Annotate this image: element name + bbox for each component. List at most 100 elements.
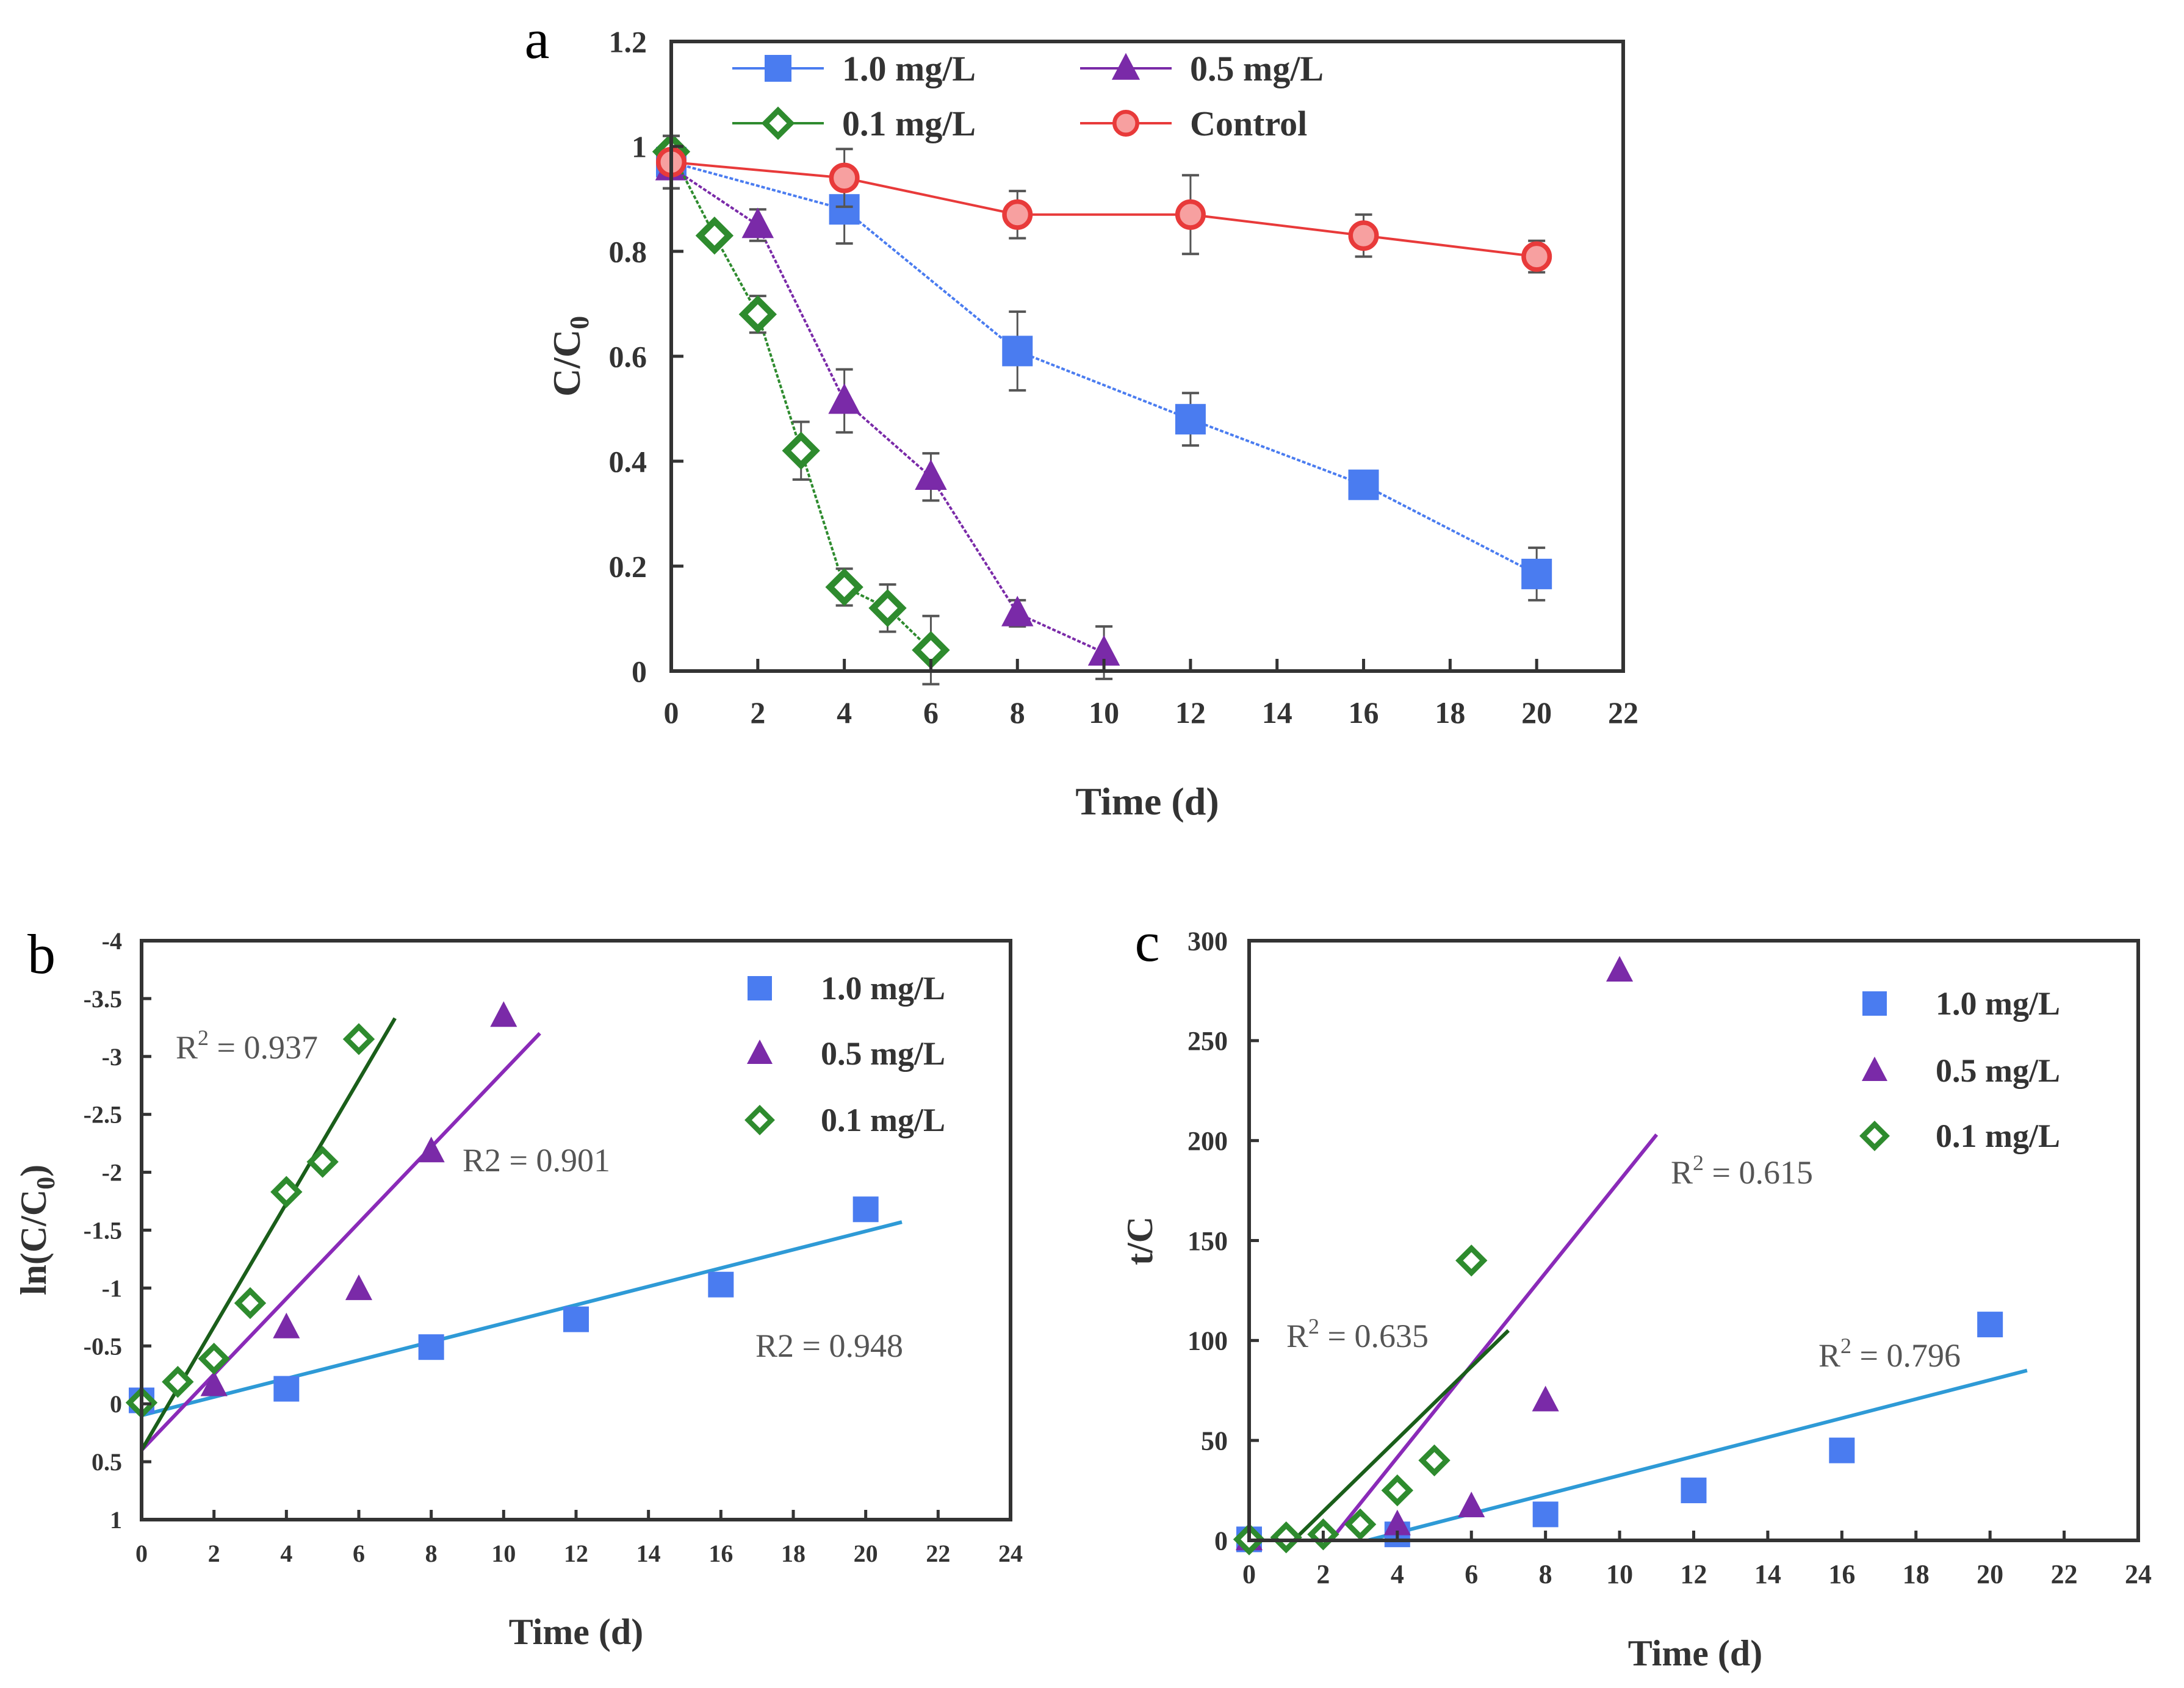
x-tick-label: 18 bbox=[781, 1540, 805, 1567]
data-point bbox=[1344, 1508, 1377, 1540]
panel-b-plot bbox=[125, 1001, 903, 1452]
series-0-1-mg-l bbox=[125, 1023, 375, 1419]
data-point bbox=[852, 1196, 879, 1223]
x-tick-label: 16 bbox=[1828, 1559, 1855, 1589]
legend-marker bbox=[765, 55, 791, 82]
data-point bbox=[1532, 1501, 1559, 1528]
y-tick-label: 0 bbox=[110, 1390, 122, 1418]
legend-marker bbox=[1862, 1057, 1887, 1081]
r-squared-annotation: R2 = 0.901 bbox=[463, 1142, 610, 1179]
x-tick-label: 6 bbox=[353, 1540, 365, 1567]
data-point bbox=[825, 568, 863, 606]
fit-line-0-5-mg-l bbox=[140, 1032, 541, 1452]
x-tick-label: 8 bbox=[1010, 695, 1025, 730]
series-control bbox=[656, 134, 1552, 274]
legend-label: Control bbox=[1190, 104, 1307, 143]
y-tick-label: 0 bbox=[1214, 1526, 1228, 1556]
data-point bbox=[1348, 469, 1379, 500]
data-point bbox=[1829, 1437, 1855, 1464]
x-tick-label: 8 bbox=[1539, 1559, 1552, 1589]
panel-label-c: c bbox=[1135, 911, 1160, 973]
y-tick-label: 0.2 bbox=[609, 550, 647, 584]
y-ticks-a: 0 0.2 0.4 0.6 0.8 1 1.2 bbox=[609, 25, 683, 689]
x-tick-label: 24 bbox=[998, 1540, 1023, 1567]
r-squared-annotation: R2 = 0.948 bbox=[755, 1327, 903, 1364]
data-point bbox=[273, 1376, 300, 1402]
x-ticks-a: 0 2 4 6 8 10 12 14 16 18 20 22 bbox=[664, 659, 1638, 730]
y-tick-label: 150 bbox=[1188, 1226, 1228, 1256]
legend-item-0-1-mg-l: 0.1 mg/L bbox=[1859, 1118, 2060, 1154]
y-axis-label-b-base: ln(C/C bbox=[13, 1190, 54, 1295]
y-tick-label: 50 bbox=[1201, 1426, 1228, 1456]
series-0-5-mg-l bbox=[200, 1001, 517, 1396]
x-ticks-b: 0 2 4 6 8 10 12 14 16 18 20 22 24 bbox=[135, 1510, 1023, 1567]
x-tick-label: 4 bbox=[1391, 1559, 1404, 1589]
series-line bbox=[670, 166, 1105, 654]
legend-label: 1.0 mg/L bbox=[821, 970, 945, 1007]
y-tick-label: -2.5 bbox=[84, 1101, 122, 1129]
y-tick-label: 1.2 bbox=[609, 25, 647, 59]
legend-marker bbox=[1111, 52, 1141, 80]
y-axis-label-a: C/C0 bbox=[545, 316, 594, 397]
series-0-1-mg-l bbox=[652, 132, 950, 686]
x-tick-label: 10 bbox=[491, 1540, 516, 1567]
annotation-value: = 0.901 bbox=[501, 1142, 610, 1179]
legend-marker bbox=[761, 106, 795, 140]
x-tick-label: 4 bbox=[837, 695, 852, 730]
y-axis-label-a-base: C/C bbox=[545, 329, 588, 397]
data-point bbox=[1418, 1444, 1451, 1477]
data-point bbox=[345, 1274, 373, 1301]
x-tick-label: 0 bbox=[135, 1540, 148, 1567]
legend-b: 1.0 mg/L 0.5 mg/L 0.1 mg/L bbox=[744, 970, 945, 1138]
x-ticks-c: 0 2 4 6 8 10 12 14 16 18 20 22 24 bbox=[1242, 1531, 2152, 1589]
plot-frame-c bbox=[1247, 939, 2140, 1542]
panel-a: a 0 2 4 6 8 10 12 14 16 18 20 22 00.20.40.60.811.2 … bbox=[525, 8, 1638, 823]
annotation-base: R bbox=[1671, 1154, 1693, 1191]
y-tick-label: -3 bbox=[102, 1043, 122, 1071]
data-point bbox=[868, 589, 907, 627]
y-axis-label-b: ln(C/C0) bbox=[13, 1165, 60, 1295]
data-point bbox=[342, 1023, 375, 1055]
series-line bbox=[671, 160, 1538, 575]
annotation-value: = 0.635 bbox=[1319, 1318, 1429, 1354]
data-point bbox=[1977, 1312, 2003, 1338]
annotation-sup: 2 bbox=[1840, 1334, 1851, 1358]
x-tick-label: 14 bbox=[1262, 695, 1292, 730]
legend-label: 1.0 mg/L bbox=[842, 49, 976, 88]
data-point bbox=[200, 1370, 228, 1396]
legend-marker bbox=[1859, 1121, 1890, 1151]
x-tick-label: 16 bbox=[1349, 695, 1379, 730]
y-tick-label: -1 bbox=[102, 1274, 122, 1302]
y-tick-label: 0.6 bbox=[609, 340, 647, 374]
panel-c-plot bbox=[1233, 956, 2028, 1556]
x-tick-label: 2 bbox=[208, 1540, 220, 1567]
data-point bbox=[270, 1176, 303, 1209]
y-ticks-c: 0 50 100 150 200 250 300 bbox=[1188, 926, 1259, 1556]
plot-frame-a bbox=[669, 40, 1625, 673]
data-point bbox=[162, 1365, 194, 1398]
r-squared-annotation: R2 = 0.937 bbox=[176, 1025, 318, 1066]
annotation-base: R2 bbox=[463, 1142, 501, 1179]
data-point bbox=[1087, 635, 1120, 666]
x-tick-label: 0 bbox=[1242, 1559, 1256, 1589]
x-tick-label: 12 bbox=[564, 1540, 588, 1567]
legend-label: 0.5 mg/L bbox=[1190, 49, 1324, 88]
data-point bbox=[782, 431, 820, 470]
legend-item-1-0-mg-l: 1.0 mg/L bbox=[748, 970, 945, 1007]
legend-a: 1.0 mg/L 0.5 mg/L 0.1 mg/L Control bbox=[732, 49, 1324, 143]
data-point bbox=[741, 207, 774, 239]
legend-marker bbox=[1112, 110, 1140, 137]
x-tick-label: 12 bbox=[1681, 1559, 1707, 1589]
data-point bbox=[828, 383, 860, 414]
x-tick-label: 10 bbox=[1089, 695, 1119, 730]
y-tick-label: 0 bbox=[632, 655, 647, 689]
y-tick-label: 200 bbox=[1188, 1126, 1228, 1156]
x-tick-label: 20 bbox=[1977, 1559, 2003, 1589]
data-point bbox=[490, 1001, 517, 1027]
data-point bbox=[1681, 1478, 1707, 1504]
y-axis-label-a-sub: 0 bbox=[564, 316, 594, 329]
legend-item-0-1-mg-l: 0.1 mg/L bbox=[744, 1102, 945, 1138]
y-tick-label: 1 bbox=[110, 1506, 122, 1534]
x-tick-label: 8 bbox=[425, 1540, 438, 1567]
y-ticks-b: 1 0.5 0 -0.5 -1 -1.5 -2 -2.5 -3 -3.5 -4 bbox=[84, 927, 151, 1534]
